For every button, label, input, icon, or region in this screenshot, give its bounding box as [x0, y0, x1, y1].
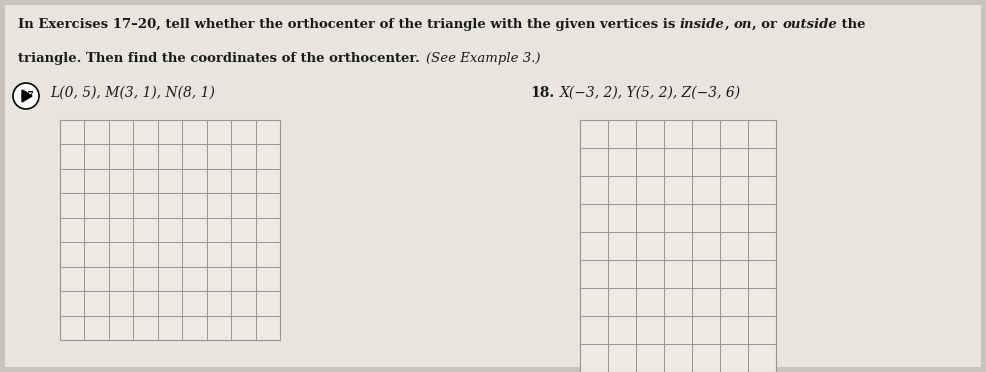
Text: triangle. Then find the coordinates of the orthocenter.: triangle. Then find the coordinates of t…	[18, 52, 427, 65]
Text: L(0, 5), M(3, 1), N(8, 1): L(0, 5), M(3, 1), N(8, 1)	[50, 86, 215, 100]
Text: the: the	[837, 18, 866, 31]
Bar	[60, 120, 280, 340]
Bar	[580, 120, 776, 372]
Text: , or: , or	[752, 18, 782, 31]
Text: In Exercises 17–20, tell whether the orthocenter of the triangle with the given : In Exercises 17–20, tell whether the ort…	[18, 18, 680, 31]
Text: X(−3, 2), Y(5, 2), Z(−3, 6): X(−3, 2), Y(5, 2), Z(−3, 6)	[560, 86, 741, 100]
Text: ,: ,	[725, 18, 734, 31]
Circle shape	[13, 83, 39, 109]
Text: outside: outside	[782, 18, 837, 31]
Polygon shape	[22, 90, 32, 102]
Text: on: on	[734, 18, 752, 31]
Text: 18.: 18.	[530, 86, 554, 100]
Text: 17: 17	[22, 92, 35, 100]
Text: (See Example 3.): (See Example 3.)	[427, 52, 541, 65]
Text: inside: inside	[680, 18, 725, 31]
